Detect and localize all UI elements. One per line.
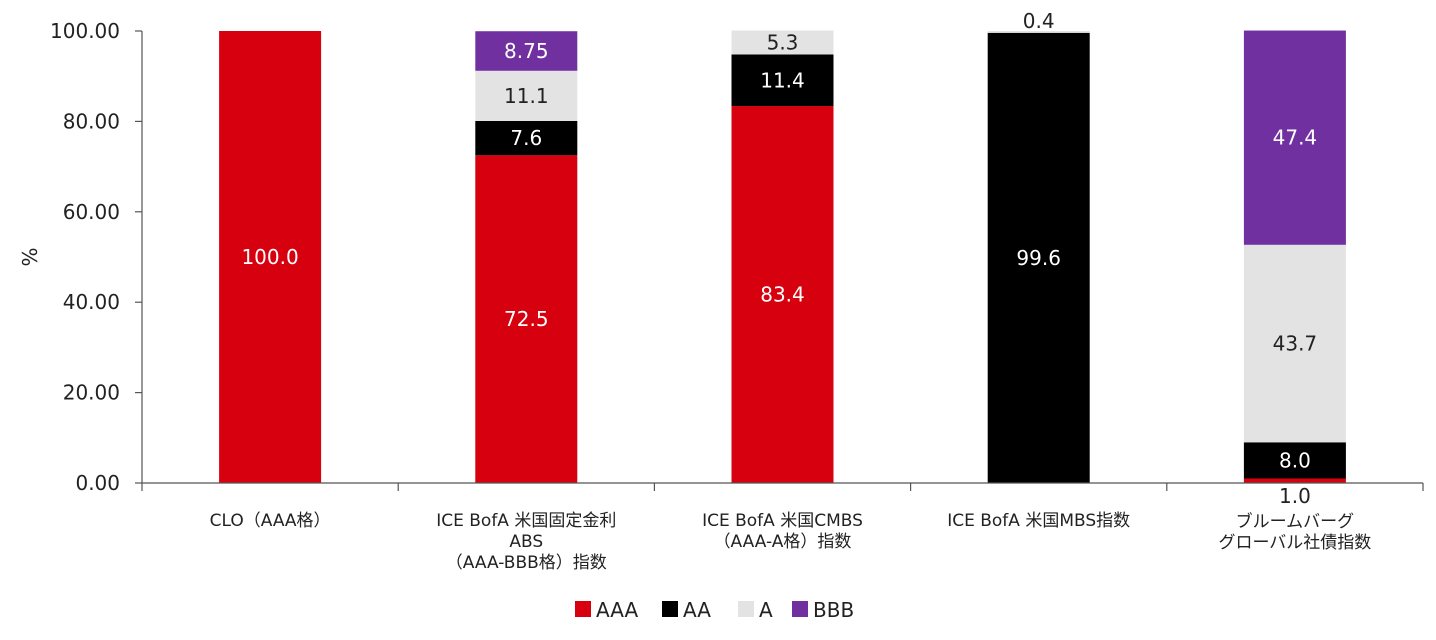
bar-aa-3 xyxy=(987,32,1090,484)
legend-swatch-a xyxy=(738,601,754,617)
data-label-a-4: 43.7 xyxy=(1273,332,1318,356)
data-label-bbb-4: 47.4 xyxy=(1273,126,1318,150)
x-category-label: グローバル社債指数 xyxy=(1218,533,1371,553)
legend-label-aaa: AAA xyxy=(596,598,638,622)
x-category-label: ICE BofA 米国CMBS xyxy=(702,511,863,531)
y-axis-title: % xyxy=(17,247,41,266)
x-category-label: （AAA-BBB格）指数 xyxy=(446,553,607,573)
bar-aaa-4 xyxy=(1243,478,1346,483)
data-label-aa-2: 11.4 xyxy=(760,68,805,92)
data-label-aaa-2: 83.4 xyxy=(760,283,805,307)
x-category-label: ABS xyxy=(509,532,543,552)
x-category-label: ICE BofA 米国MBS指数 xyxy=(947,511,1130,531)
y-tick-label: 60.00 xyxy=(63,200,120,224)
bar-bbb-4 xyxy=(1243,30,1346,245)
x-category-label: CLO（AAA格） xyxy=(210,511,331,531)
y-tick-label: 20.00 xyxy=(63,381,120,405)
legend-label-a: A xyxy=(759,598,773,622)
x-category-label: ICE BofA 米国固定金利 xyxy=(436,511,616,531)
y-tick-label: 80.00 xyxy=(63,109,120,133)
bar-aaa-0 xyxy=(219,31,322,483)
bar-a-4 xyxy=(1243,244,1346,443)
data-label-a-1: 11.1 xyxy=(504,84,549,108)
data-label-a-3: 0.4 xyxy=(1023,9,1055,33)
data-label-aaa-0: 100.0 xyxy=(241,245,298,269)
data-label-aa-4: 8.0 xyxy=(1279,448,1311,472)
bar-a-2 xyxy=(731,30,834,55)
data-label-a-2: 5.3 xyxy=(767,31,799,55)
x-category-label: ブルームバーグ xyxy=(1236,511,1355,532)
data-label-aaa-1: 72.5 xyxy=(504,307,549,331)
bar-aa-4 xyxy=(1243,442,1346,479)
bar-a-3 xyxy=(987,31,1090,33)
data-label-aa-3: 99.6 xyxy=(1016,246,1061,270)
bar-a-1 xyxy=(475,70,578,121)
bar-aa-1 xyxy=(475,120,578,156)
legend-swatch-bbb xyxy=(792,601,808,617)
data-label-aa-1: 7.6 xyxy=(510,126,542,150)
legend-swatch-aaa xyxy=(575,601,591,617)
legend-swatch-aa xyxy=(662,601,678,617)
y-tick-label: 100.00 xyxy=(50,19,120,43)
bar-aaa-1 xyxy=(475,155,578,484)
data-label-aaa-4: 1.0 xyxy=(1279,484,1311,508)
bar-aaa-2 xyxy=(731,106,834,484)
bar-aa-2 xyxy=(731,54,834,107)
legend-label-bbb: BBB xyxy=(813,598,854,622)
y-tick-label: 0.00 xyxy=(75,471,120,495)
x-category-label: （AAA-A格）指数 xyxy=(714,532,852,552)
legend-label-aa: AA xyxy=(683,598,711,622)
data-label-bbb-1: 8.75 xyxy=(504,39,549,63)
y-tick-label: 40.00 xyxy=(63,290,120,314)
bar-bbb-1 xyxy=(475,31,578,71)
